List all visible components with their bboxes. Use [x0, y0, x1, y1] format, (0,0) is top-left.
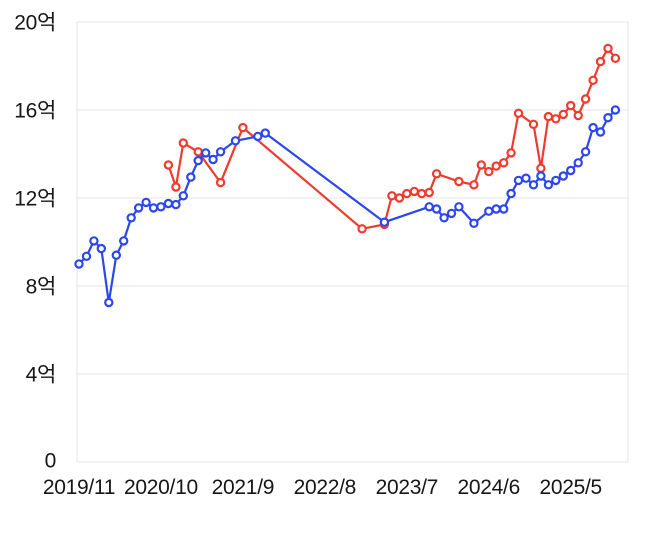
red-data-point[interactable]	[513, 108, 524, 119]
blue-data-point[interactable]	[118, 236, 129, 246]
red-data-point[interactable]	[551, 114, 561, 124]
blue-data-point[interactable]	[81, 251, 92, 261]
x-tick-label: 2024/6	[457, 476, 521, 499]
red-data-point[interactable]	[454, 176, 464, 187]
blue-data-point[interactable]	[424, 202, 434, 212]
blue-data-point[interactable]	[230, 136, 241, 146]
blue-data-point[interactable]	[186, 172, 196, 182]
x-tick-label: 2025/5	[539, 476, 602, 499]
red-data-point[interactable]	[357, 224, 367, 234]
blue-data-point[interactable]	[148, 203, 159, 213]
blue-data-point[interactable]	[104, 297, 114, 308]
red-data-point[interactable]	[543, 111, 554, 122]
blue-data-point[interactable]	[521, 173, 531, 183]
blue-data-point[interactable]	[528, 180, 539, 190]
red-data-point[interactable]	[409, 186, 419, 197]
blue-data-point[interactable]	[580, 147, 591, 157]
blue-data-point[interactable]	[484, 206, 494, 216]
blue-data-point[interactable]	[156, 202, 166, 212]
blue-data-point[interactable]	[513, 175, 524, 186]
blue-data-point[interactable]	[215, 147, 226, 157]
blue-data-point[interactable]	[558, 171, 569, 181]
red-data-point[interactable]	[603, 43, 613, 54]
blue-data-point[interactable]	[133, 203, 144, 213]
blue-data-point[interactable]	[588, 122, 598, 133]
blue-data-point[interactable]	[491, 204, 501, 214]
red-data-point[interactable]	[558, 109, 569, 120]
blue-data-point[interactable]	[543, 180, 554, 190]
blue-data-point[interactable]	[208, 154, 218, 165]
red-data-point[interactable]	[215, 177, 226, 188]
blue-data-point[interactable]	[595, 127, 606, 137]
blue-data-point[interactable]	[610, 105, 621, 115]
blue-data-point[interactable]	[454, 202, 464, 212]
red-data-point[interactable]	[491, 161, 501, 171]
red-data-point[interactable]	[238, 122, 248, 133]
blue-data-point[interactable]	[566, 165, 576, 176]
red-data-point[interactable]	[178, 138, 188, 148]
red-data-point[interactable]	[387, 191, 397, 201]
red-data-point[interactable]	[595, 56, 606, 67]
red-data-point[interactable]	[484, 166, 494, 177]
red-data-point[interactable]	[431, 169, 442, 179]
x-tick-label: 2023/7	[375, 476, 439, 499]
blue-data-point[interactable]	[573, 158, 583, 168]
red-data-point[interactable]	[580, 94, 591, 104]
red-data-point[interactable]	[417, 188, 427, 199]
x-tick-label: 2021/9	[211, 476, 275, 499]
y-tick-label: 16억	[14, 99, 56, 123]
red-data-point[interactable]	[469, 180, 479, 190]
blue-data-point[interactable]	[200, 148, 211, 158]
y-tick-label: 20억	[14, 11, 56, 35]
blue-data-point[interactable]	[163, 198, 174, 209]
blue-data-point[interactable]	[171, 199, 181, 210]
blue-data-point[interactable]	[469, 218, 479, 228]
red-data-point[interactable]	[528, 119, 539, 130]
red-data-point[interactable]	[476, 160, 486, 170]
blue-data-point[interactable]	[141, 197, 151, 208]
red-data-point[interactable]	[424, 187, 434, 198]
blue-data-point[interactable]	[193, 155, 203, 166]
blue-data-point[interactable]	[253, 131, 263, 142]
blue-data-point[interactable]	[379, 217, 390, 227]
blue-data-point[interactable]	[603, 112, 613, 123]
red-data-point[interactable]	[402, 188, 412, 199]
red-data-point[interactable]	[536, 163, 546, 173]
red-data-point[interactable]	[573, 110, 583, 121]
red-data-point[interactable]	[193, 147, 203, 157]
blue-data-point[interactable]	[536, 171, 546, 181]
x-tick-label: 2020/10	[124, 476, 198, 499]
x-tick-label: 2019/11	[42, 476, 116, 499]
blue-data-point[interactable]	[506, 188, 516, 199]
blue-data-point[interactable]	[499, 204, 509, 214]
red-data-point[interactable]	[610, 53, 621, 64]
red-data-point[interactable]	[588, 75, 598, 86]
blue-data-point[interactable]	[74, 259, 84, 269]
x-tick-label: 2022/8	[293, 476, 357, 499]
blue-data-point[interactable]	[431, 204, 442, 214]
y-tick-label: 12억	[14, 187, 56, 211]
y-tick-label: 4억	[25, 363, 57, 387]
red-data-point[interactable]	[394, 193, 405, 203]
blue-data-point[interactable]	[178, 191, 188, 201]
red-data-point[interactable]	[163, 160, 174, 170]
red-data-point[interactable]	[506, 148, 516, 158]
red-data-point[interactable]	[171, 182, 181, 192]
blue-data-point[interactable]	[439, 213, 449, 223]
blue-data-point[interactable]	[260, 128, 270, 138]
blue-data-point[interactable]	[551, 175, 561, 186]
blue-data-point[interactable]	[89, 236, 99, 246]
blue-data-point[interactable]	[111, 250, 122, 260]
red-data-point[interactable]	[566, 100, 576, 111]
blue-data-point[interactable]	[126, 213, 136, 223]
red-data-point[interactable]	[499, 158, 509, 168]
y-tick-label: 8억	[25, 275, 57, 299]
y-tick-label: 0	[44, 449, 57, 473]
blue-data-point[interactable]	[96, 243, 107, 254]
blue-data-point[interactable]	[446, 208, 457, 219]
